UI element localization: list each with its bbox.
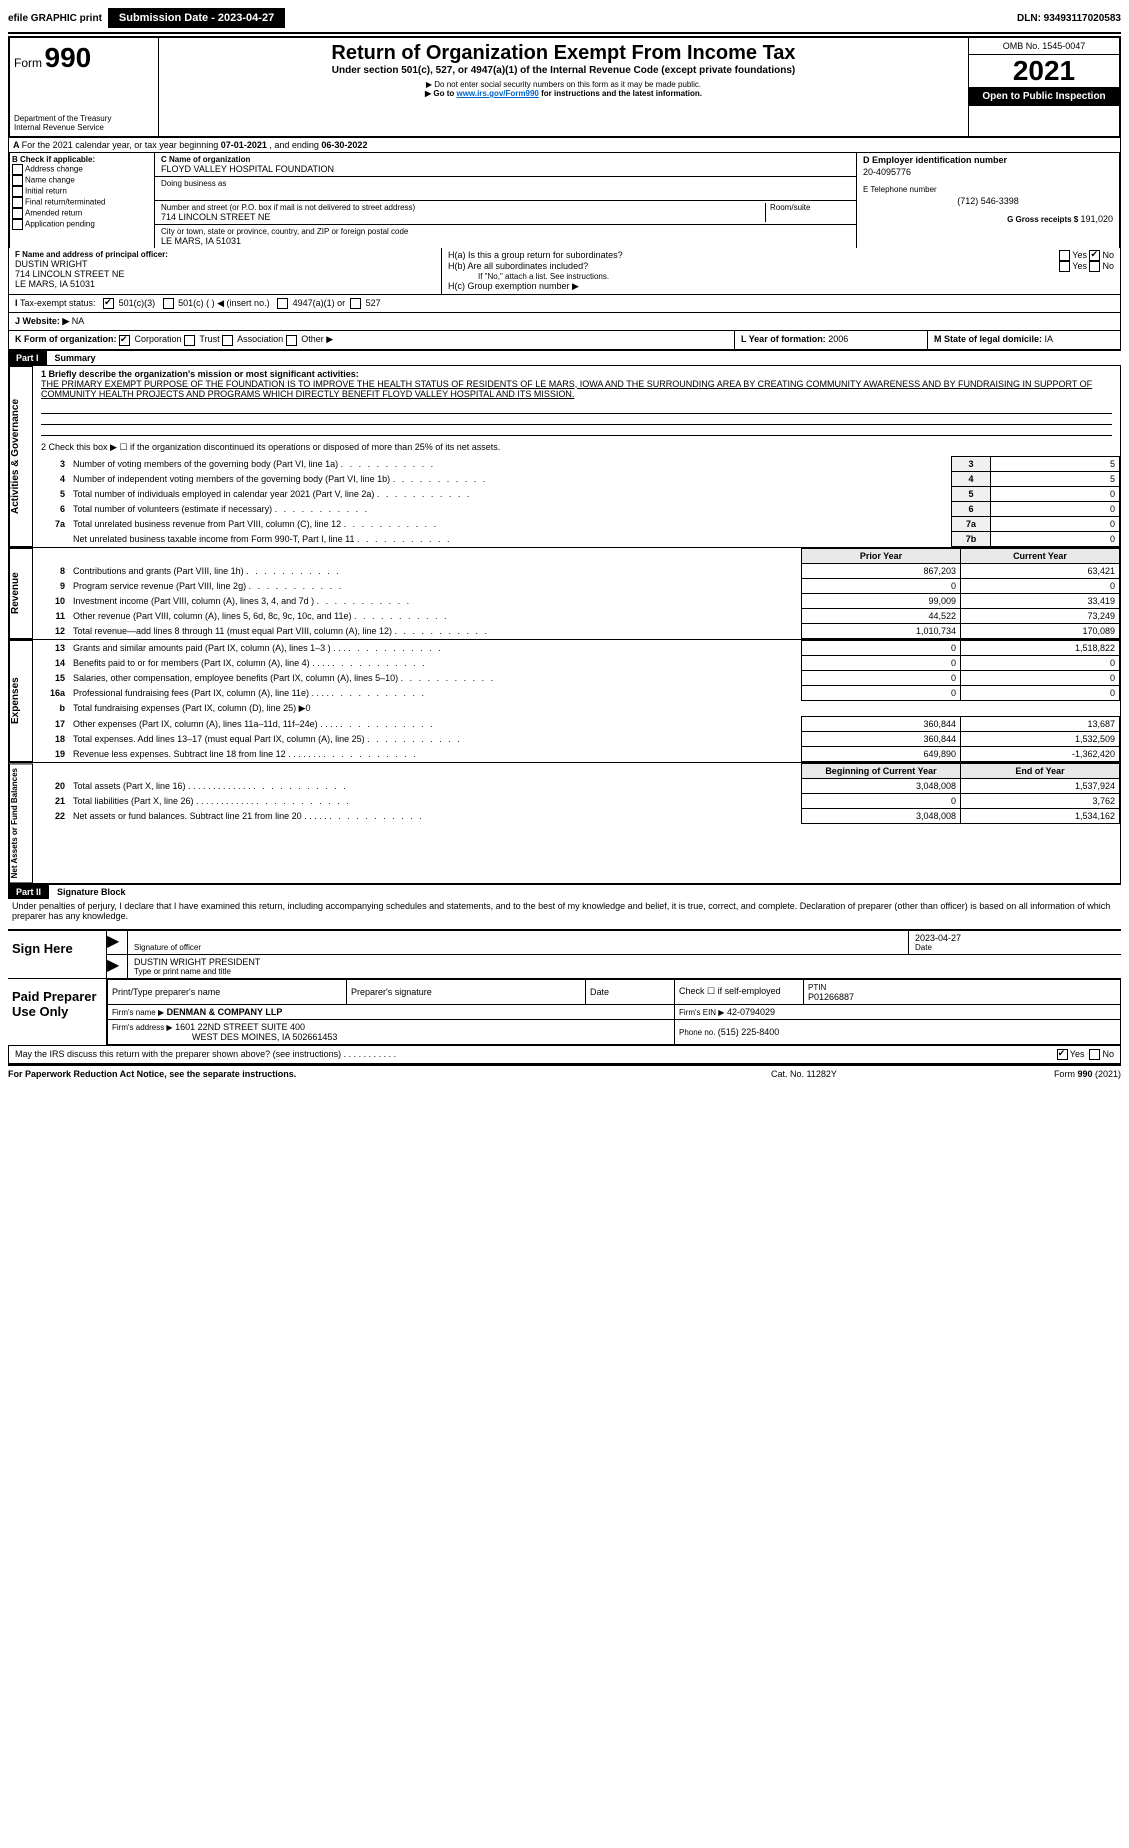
box-c: C Name of organization FLOYD VALLEY HOSP… — [155, 153, 857, 248]
netassets-table: Beginning of Current YearEnd of Year 20T… — [33, 763, 1120, 824]
form-header: Form 990 Department of the Treasury Inte… — [8, 36, 1121, 138]
form-prefix: Form — [14, 56, 42, 70]
governance-table: 3Number of voting members of the governi… — [33, 456, 1120, 547]
phone: (712) 546-3398 — [863, 194, 1113, 214]
sidebar-governance: Activities & Governance — [9, 366, 33, 547]
part1-header: Part I Summary — [8, 350, 1121, 365]
gross-receipts: 191,020 — [1080, 214, 1113, 224]
identity-section: B Check if applicable: Address change Na… — [8, 153, 1121, 248]
period-row: A For the 2021 calendar year, or tax yea… — [8, 138, 1121, 153]
footer: For Paperwork Reduction Act Notice, see … — [8, 1064, 1121, 1082]
netassets-section: Net Assets or Fund Balances Beginning of… — [8, 763, 1121, 884]
part2-header: Part II Signature Block — [8, 884, 1121, 899]
officer-name: DUSTIN WRIGHT — [15, 259, 435, 269]
website-row: J Website: ▶ NA — [8, 313, 1121, 331]
expenses-section: Expenses 13Grants and similar amounts pa… — [8, 640, 1121, 763]
discuss-row: May the IRS discuss this return with the… — [8, 1046, 1121, 1064]
form-title: Return of Organization Exempt From Incom… — [163, 42, 964, 65]
dept-irs: Internal Revenue Service — [14, 123, 154, 132]
sidebar-netassets: Net Assets or Fund Balances — [9, 763, 33, 883]
submission-date-button[interactable]: Submission Date - 2023-04-27 — [108, 8, 285, 28]
ein: 20-4095776 — [863, 165, 1113, 185]
sidebar-expenses: Expenses — [9, 640, 33, 762]
goto-note: ▶ Go to www.irs.gov/Form990 for instruct… — [163, 89, 964, 98]
officer-typed-name: DUSTIN WRIGHT PRESIDENT — [134, 957, 1115, 967]
topbar: efile GRAPHIC print Submission Date - 20… — [8, 8, 1121, 28]
signature-block: Sign Here ▶ Signature of officer 2023-04… — [8, 929, 1121, 1046]
sidebar-revenue: Revenue — [9, 548, 33, 639]
part1-body: Activities & Governance 1 Briefly descri… — [8, 365, 1121, 548]
efile-label: efile GRAPHIC print — [8, 13, 102, 24]
revenue-section: Revenue Prior YearCurrent Year 8Contribu… — [8, 548, 1121, 640]
tax-exempt-row: I Tax-exempt status: 501(c)(3) 501(c) ( … — [8, 295, 1121, 313]
org-name: FLOYD VALLEY HOSPITAL FOUNDATION — [161, 164, 850, 174]
dln-label: DLN: 93493117020583 — [1017, 13, 1121, 24]
sign-here-label: Sign Here — [8, 931, 107, 978]
k-l-m-row: K Form of organization: Corporation Trus… — [8, 331, 1121, 349]
penalty-text: Under penalties of perjury, I declare th… — [8, 899, 1121, 923]
ssn-note: ▶ Do not enter social security numbers o… — [163, 80, 964, 89]
omb-number: OMB No. 1545-0047 — [969, 38, 1119, 55]
officer-group-row: F Name and address of principal officer:… — [8, 248, 1121, 295]
org-street: 714 LINCOLN STREET NE — [161, 212, 765, 222]
paid-preparer-label: Paid Preparer Use Only — [8, 979, 107, 1045]
box-b: B Check if applicable: Address change Na… — [10, 153, 155, 248]
mission-text: THE PRIMARY EXEMPT PURPOSE OF THE FOUNDA… — [41, 379, 1112, 399]
expenses-table: 13Grants and similar amounts paid (Part … — [33, 640, 1120, 762]
irs-link[interactable]: www.irs.gov/Form990 — [456, 89, 538, 98]
open-public-badge: Open to Public Inspection — [969, 87, 1119, 106]
form-number: 990 — [45, 42, 92, 73]
form-subtitle: Under section 501(c), 527, or 4947(a)(1)… — [163, 65, 964, 76]
revenue-table: Prior YearCurrent Year 8Contributions an… — [33, 548, 1120, 639]
dept-treasury: Department of the Treasury — [14, 114, 154, 123]
org-city: LE MARS, IA 51031 — [161, 236, 850, 246]
tax-year: 2021 — [969, 55, 1119, 87]
box-d-e-g: D Employer identification number 20-4095… — [857, 153, 1119, 248]
